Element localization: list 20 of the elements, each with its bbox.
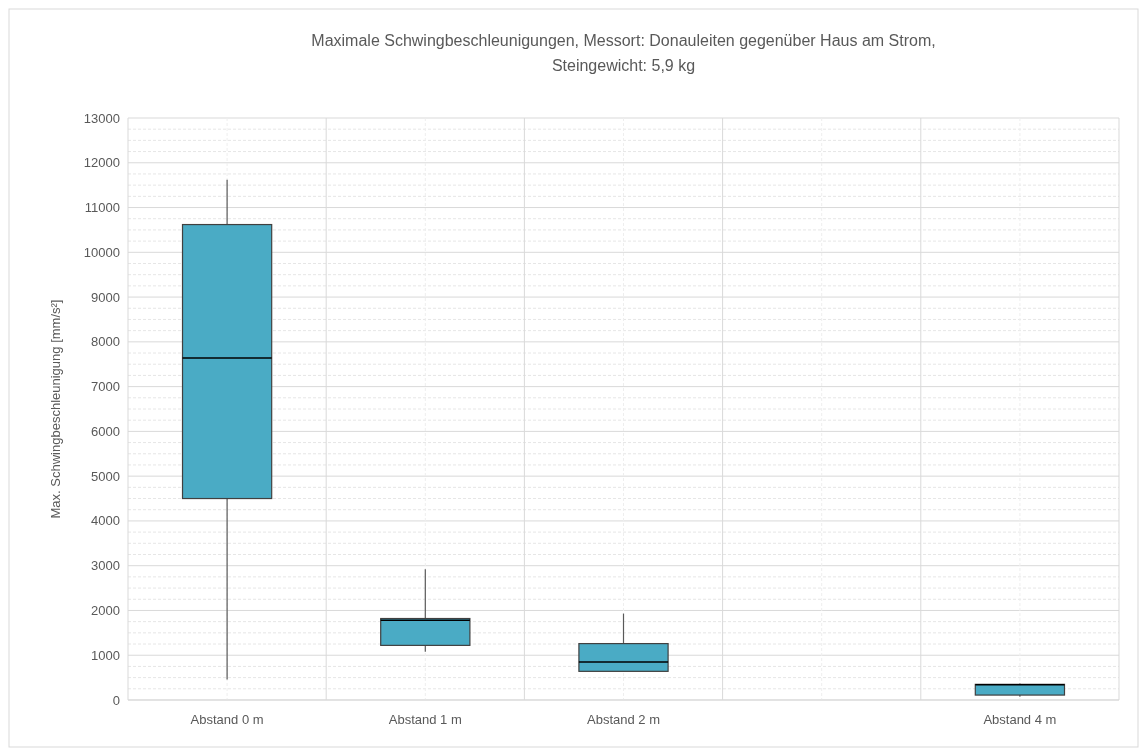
y-tick-label: 11000 (84, 200, 120, 216)
y-tick-label: 1000 (91, 647, 120, 663)
y-tick-label: 12000 (83, 155, 120, 171)
y-tick-label: 2000 (91, 603, 120, 619)
y-tick-label: 7000 (91, 379, 120, 395)
x-tick-label: Abstand 2 m (587, 712, 660, 727)
y-tick-label: 3000 (91, 558, 120, 574)
y-tick-label: 8000 (91, 334, 120, 350)
x-tick-label: Abstand 0 m (190, 712, 264, 727)
y-tick-label: 6000 (91, 423, 120, 439)
y-axis-title: Max. Schwingbeschleunigung [mm/s²] (48, 299, 63, 519)
y-tick-label: 4000 (91, 513, 120, 529)
y-tick-label: 10000 (83, 244, 120, 260)
y-tick-label: 5000 (91, 468, 120, 484)
y-tick-label: 13000 (83, 110, 120, 126)
chart-title: Maximale Schwingbeschleunigungen, Messort: Donauleiten gegenüber Haus am Strom, Steingewicht: 5,9 kg (311, 32, 936, 74)
y-tick-label: 9000 (91, 289, 120, 305)
x-tick-label: Abstand 1 m (388, 712, 462, 727)
y-tick-label: 0 (112, 692, 120, 708)
x-tick-label: Abstand 4 m (983, 712, 1057, 727)
